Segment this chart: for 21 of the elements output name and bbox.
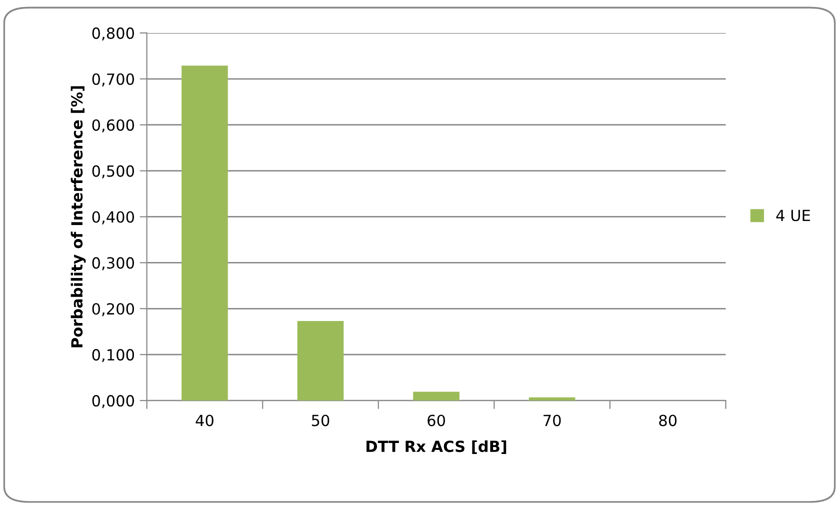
y-tick-label: 0,400	[92, 211, 134, 224]
x-tick-label: 70	[544, 414, 561, 426]
y-tick-label: 0,600	[92, 119, 134, 132]
bar	[297, 321, 344, 401]
x-tick-label: 60	[428, 414, 445, 426]
y-tick-label: 0,300	[92, 257, 134, 270]
y-tick-label: 0,500	[92, 165, 134, 178]
x-axis-title: DTT Rx ACS [dB]	[366, 440, 506, 454]
y-tick-label: 0,000	[92, 394, 134, 408]
bar	[528, 397, 576, 401]
y-tick-label: 0,200	[92, 303, 134, 316]
y-tick-label: 0,100	[92, 349, 134, 362]
y-tick-label: 0,700	[92, 73, 134, 86]
x-tick-label: 80	[659, 414, 677, 426]
bar	[413, 392, 460, 401]
legend-label: 4 UE	[776, 210, 810, 222]
bar	[182, 66, 228, 401]
y-axis-title: Porbability of Interference [%]	[70, 86, 86, 348]
x-tick-label: 40	[196, 414, 214, 426]
x-tick-label: 50	[312, 414, 330, 426]
y-tick-label: 0,800	[92, 27, 134, 41]
